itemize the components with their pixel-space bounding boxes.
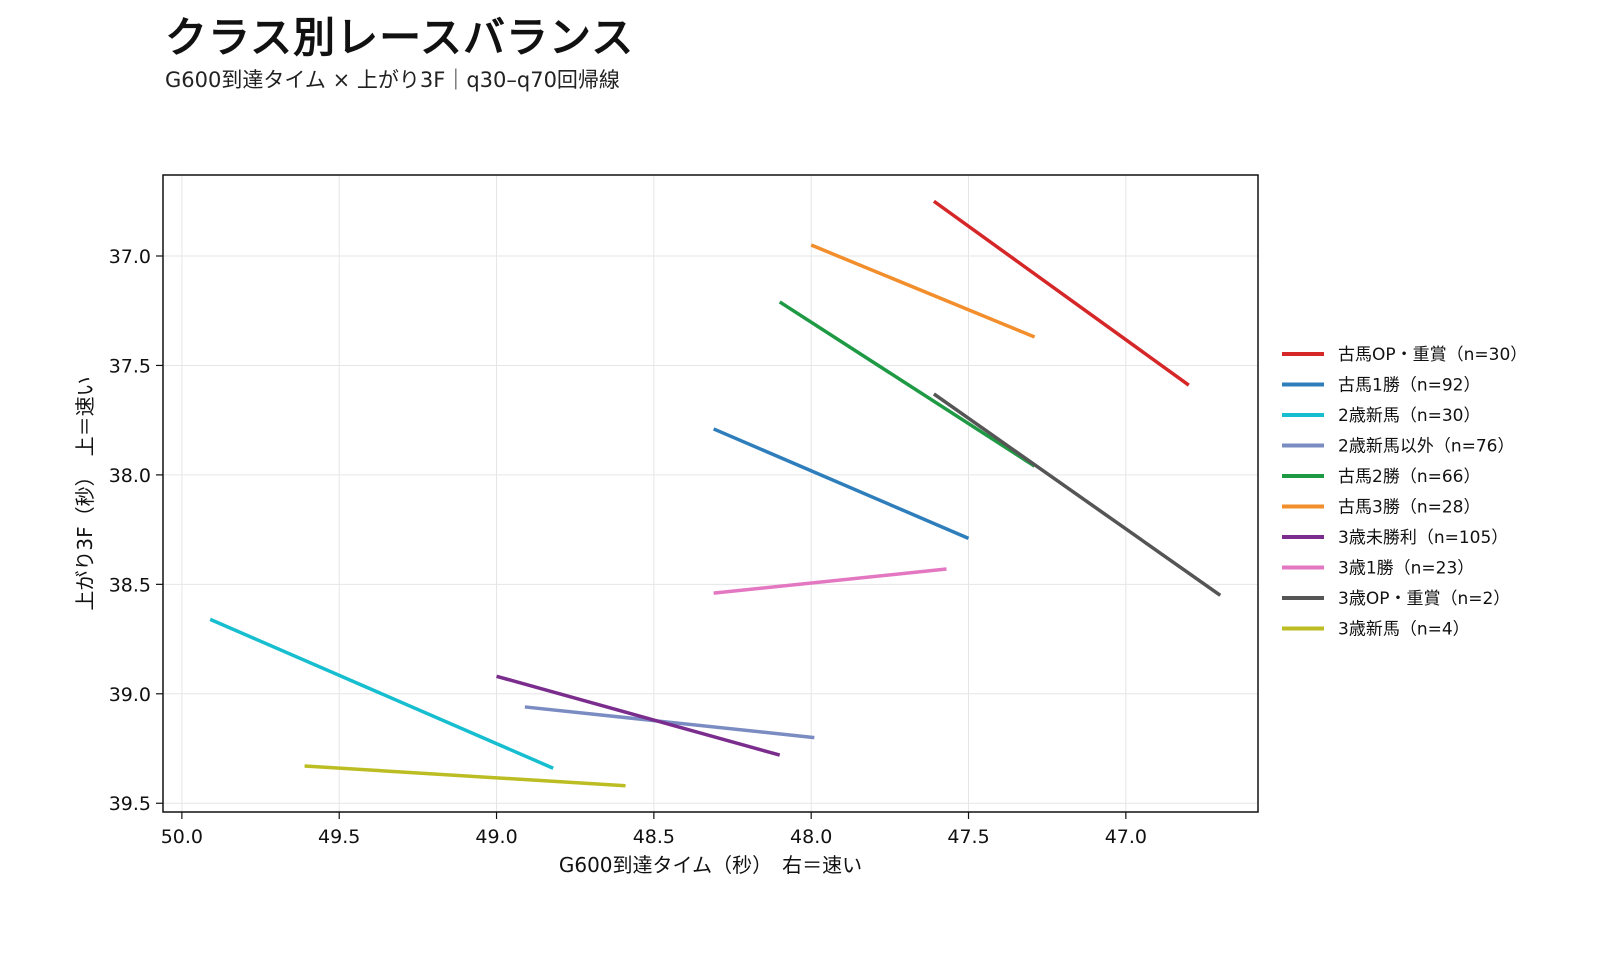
series-line-7 (713, 567, 947, 595)
legend-item: 3歳新馬（n=4） (1282, 620, 1470, 640)
y-tick-label: 38.5 (109, 574, 151, 596)
legend-label: 古馬1勝（n=92） (1338, 376, 1480, 396)
chart-subtitle: G600到達タイム × 上がり3F｜q30–q70回帰線 (165, 68, 620, 92)
y-tick-label: 38.0 (109, 465, 151, 487)
legend-item: 古馬3勝（n=28） (1282, 498, 1480, 518)
y-axis-label: 上がり3F（秒） 上＝速い (73, 376, 97, 610)
series-line-0 (932, 199, 1190, 387)
legend-item: 2歳新馬以外（n=76） (1282, 437, 1514, 457)
grid-layer (163, 175, 1258, 812)
series-line-6 (496, 674, 781, 757)
y-tick-label: 37.5 (109, 355, 151, 377)
series-line-3 (524, 705, 815, 740)
legend-label: 3歳未勝利（n=105） (1338, 528, 1508, 548)
legend-item: 2歳新馬（n=30） (1282, 406, 1480, 426)
legend-label: 古馬3勝（n=28） (1338, 498, 1480, 518)
x-tick-label: 48.0 (790, 826, 832, 848)
legend-label: 2歳新馬（n=30） (1338, 406, 1480, 426)
x-tick-label: 48.5 (633, 826, 675, 848)
legend-item: 古馬2勝（n=66） (1282, 467, 1480, 487)
x-tick-label: 47.0 (1105, 826, 1147, 848)
series-line-4 (778, 300, 1036, 468)
x-axis-label: G600到達タイム（秒） 右＝速い (559, 853, 862, 877)
y-tick-label: 39.5 (109, 793, 151, 815)
series-line-2 (209, 617, 554, 770)
series-layer (209, 199, 1222, 788)
x-tick-label: 49.5 (318, 826, 360, 848)
series-line-1 (712, 427, 970, 540)
series-line-5 (810, 243, 1036, 339)
series-line-9 (304, 764, 626, 788)
plot-frame (162, 174, 1259, 813)
legend-label: 古馬2勝（n=66） (1338, 467, 1480, 487)
series-line-8 (932, 392, 1222, 597)
legend-label: 3歳OP・重賞（n=2） (1338, 589, 1510, 609)
legend-item: 3歳未勝利（n=105） (1282, 528, 1508, 548)
legend-label: 2歳新馬以外（n=76） (1338, 437, 1514, 457)
legend-item: 古馬1勝（n=92） (1282, 376, 1480, 396)
legend-item: 古馬OP・重賞（n=30） (1282, 345, 1527, 365)
legend: 古馬OP・重賞（n=30） 古馬1勝（n=92） 2歳新馬（n=30） 2歳新馬以外（… (1282, 345, 1527, 640)
legend-item: 3歳1勝（n=23） (1282, 559, 1474, 579)
tick-layer: 50.0 49.5 49.0 48.5 48.0 47.5 47.0 37.0 37.5 38.0… (109, 246, 1147, 848)
y-tick-label: 37.0 (109, 246, 151, 268)
y-tick-label: 39.0 (109, 684, 151, 706)
legend-item: 3歳OP・重賞（n=2） (1282, 589, 1510, 609)
legend-label: 3歳1勝（n=23） (1338, 559, 1474, 579)
x-tick-label: 49.0 (475, 826, 517, 848)
legend-label: 古馬OP・重賞（n=30） (1338, 345, 1527, 365)
x-tick-label: 47.5 (947, 826, 989, 848)
legend-label: 3歳新馬（n=4） (1338, 620, 1470, 640)
chart-title: クラス別レースバランス (165, 13, 635, 62)
x-tick-label: 50.0 (161, 826, 203, 848)
